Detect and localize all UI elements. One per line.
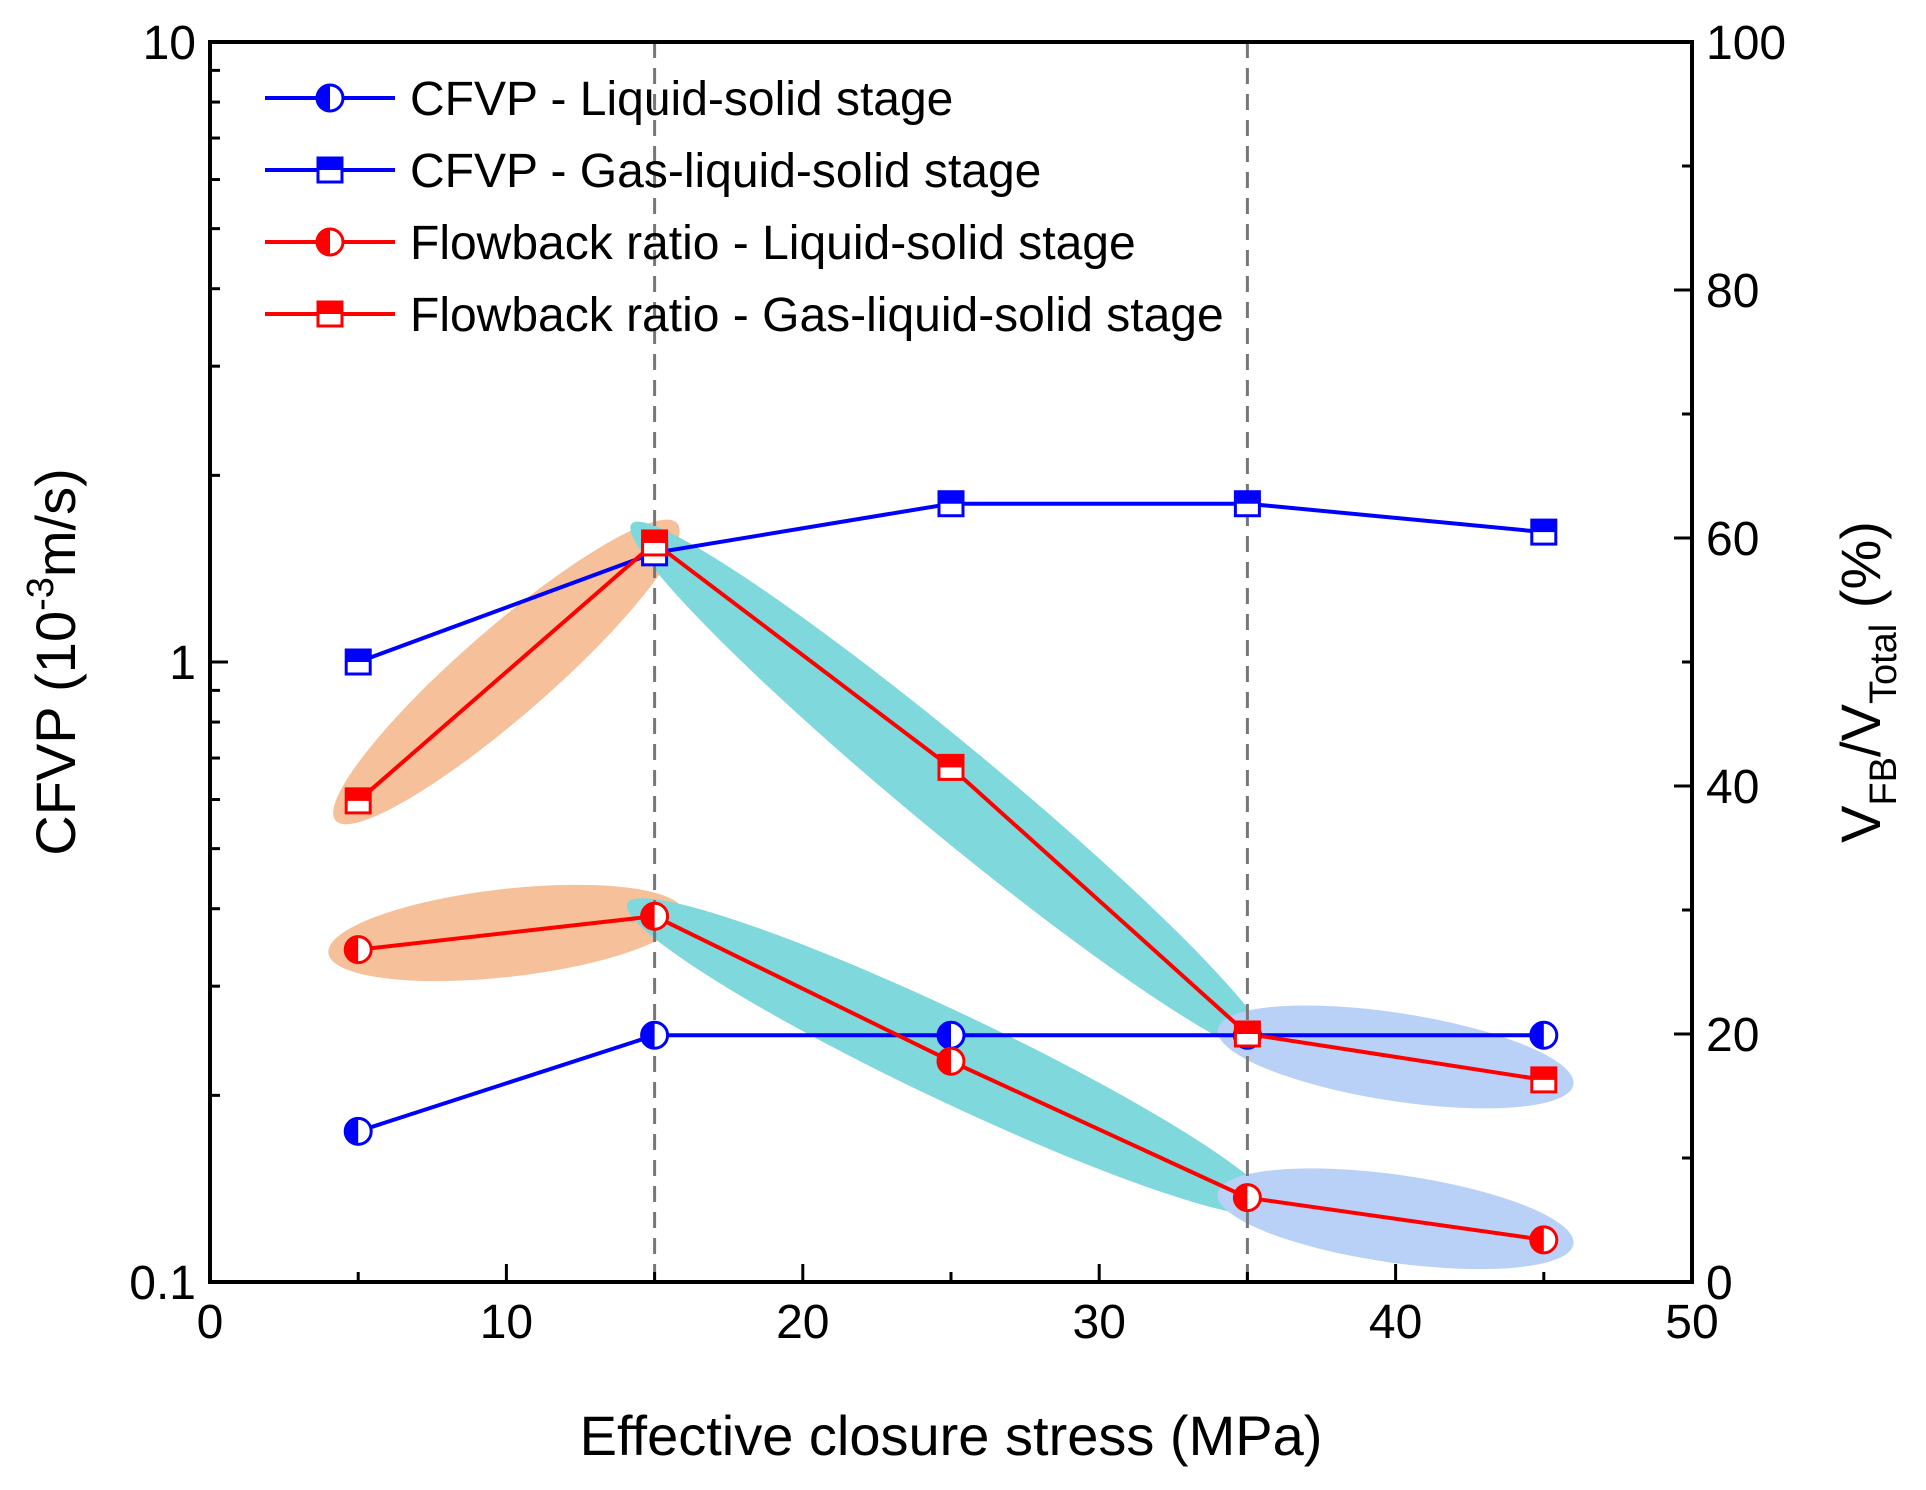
highlight-band-2 — [630, 521, 1272, 1056]
marker-half — [1235, 491, 1260, 504]
series-3-point-2 — [640, 901, 670, 931]
legend-marker — [315, 83, 345, 113]
marker-half — [1530, 1022, 1544, 1049]
x-tick-label: 40 — [1369, 1296, 1422, 1349]
marker-half — [939, 491, 963, 504]
series-1-point-2 — [640, 1020, 670, 1050]
marker-half — [642, 530, 667, 543]
marker-half — [938, 1048, 951, 1075]
series-4-point-3 — [937, 753, 965, 781]
marker-half — [318, 302, 342, 314]
series-3-point-1 — [343, 935, 373, 965]
marker-half — [1235, 1022, 1260, 1034]
marker-half — [317, 229, 330, 255]
y-right-axis-title: VFB/VTotal (%) — [1829, 521, 1905, 843]
y-left-tick-label: 1 — [169, 637, 196, 690]
y-right-tick-label: 40 — [1706, 761, 1759, 814]
marker-half — [345, 936, 359, 963]
series-1-point-5 — [1529, 1020, 1559, 1050]
y-left-axis-ticks: 0.1 1 10 — [129, 17, 228, 1310]
legend-item-3: Flowback ratio - Liquid-solid stage — [265, 217, 1136, 270]
x-tick-label: 30 — [1073, 1296, 1126, 1349]
marker-half — [641, 1022, 655, 1049]
series-2-point-3 — [937, 490, 965, 518]
x-tick-label: 10 — [480, 1296, 533, 1349]
legend-marker — [316, 300, 344, 328]
legend-item-2: CFVP - Gas-liquid-solid stage — [265, 145, 1041, 198]
y-right-axis-ticks: 0 20 40 60 80 100 — [1674, 17, 1786, 1310]
x-tick-label: 20 — [776, 1296, 829, 1349]
y-left-axis-title: CFVP (10-3m/s) — [20, 468, 87, 856]
series-2-point-5 — [1530, 518, 1558, 546]
marker-half — [1234, 1184, 1248, 1211]
x-tick-label: 50 — [1665, 1296, 1718, 1349]
series-4-point-4 — [1233, 1020, 1261, 1048]
series-4-point-2 — [641, 529, 669, 557]
series-markers — [343, 490, 1559, 1255]
marker-half — [346, 650, 371, 662]
series-4-point-1 — [344, 787, 372, 815]
legend-label: CFVP - Gas-liquid-solid stage — [410, 145, 1041, 198]
legend-item-4: Flowback ratio - Gas-liquid-solid stage — [265, 289, 1224, 342]
x-tick-label: 0 — [197, 1296, 224, 1349]
marker-half — [1531, 520, 1556, 533]
marker-half — [345, 1118, 359, 1145]
series-3-point-4 — [1232, 1183, 1262, 1213]
x-axis-title: Effective closure stress (MPa) — [580, 1404, 1323, 1467]
legend-label: CFVP - Liquid-solid stage — [410, 73, 953, 126]
y-right-tick-label: 100 — [1706, 17, 1786, 70]
legend-marker — [316, 156, 344, 184]
y-right-tick-label: 20 — [1706, 1009, 1759, 1062]
marker-half — [1530, 1226, 1544, 1253]
y-right-tick-label: 80 — [1706, 265, 1759, 318]
series-1-point-1 — [343, 1116, 373, 1146]
marker-half — [938, 1022, 951, 1049]
marker-half — [641, 903, 655, 930]
x-axis-ticks: 0 10 20 30 40 50 — [197, 1264, 1719, 1349]
marker-half — [346, 788, 371, 801]
series-1-point-3 — [936, 1020, 966, 1050]
series-4-point-5 — [1530, 1066, 1558, 1094]
marker-half — [939, 755, 963, 768]
y-right-tick-label: 60 — [1706, 513, 1759, 566]
series-3-point-3 — [936, 1046, 966, 1076]
legend: CFVP - Liquid-solid stage CFVP - Gas-liqu… — [265, 73, 1224, 342]
legend-label: Flowback ratio - Gas-liquid-solid stage — [410, 289, 1224, 342]
marker-half — [1531, 1067, 1556, 1080]
marker-half — [318, 158, 342, 170]
legend-item-1: CFVP - Liquid-solid stage — [265, 73, 953, 126]
y-left-tick-label: 10 — [143, 17, 196, 70]
y-right-tick-label: 0 — [1706, 1257, 1733, 1310]
marker-half — [317, 85, 330, 111]
series-3-point-5 — [1529, 1225, 1559, 1255]
series-2-point-1 — [344, 648, 372, 676]
legend-label: Flowback ratio - Liquid-solid stage — [410, 217, 1136, 270]
series-2-point-4 — [1233, 490, 1261, 518]
legend-marker — [315, 227, 345, 257]
y-left-tick-label: 0.1 — [129, 1257, 196, 1310]
